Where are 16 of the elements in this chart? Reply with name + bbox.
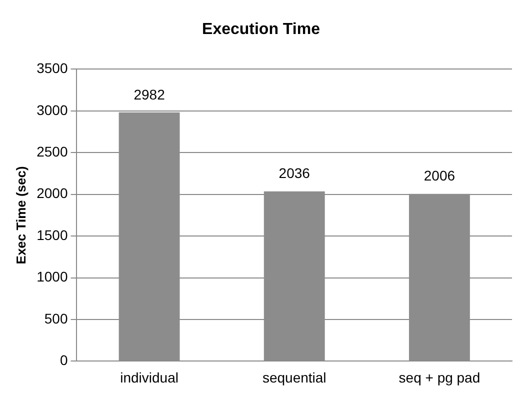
y-axis-title: Exec Time (sec) [13, 166, 28, 264]
y-tick-label: 2000 [36, 185, 68, 202]
y-tick-label: 0 [60, 352, 68, 368]
data-label: 2036 [278, 165, 310, 182]
y-tick-label: 1000 [36, 268, 68, 285]
x-tick-label: seq + pg pad [398, 369, 480, 386]
data-label: 2006 [424, 168, 456, 184]
y-tick-label: 3500 [36, 60, 68, 76]
data-label: 2982 [134, 86, 166, 102]
x-tick-label: individual [120, 369, 178, 386]
y-tick-label: 3000 [36, 102, 68, 118]
y-tick-label: 1500 [36, 226, 68, 243]
y-tick-label: 500 [44, 310, 68, 326]
y-tick-label: 2500 [36, 143, 68, 160]
chart-title: Execution Time [202, 21, 320, 38]
x-tick-label: sequential [262, 369, 326, 386]
